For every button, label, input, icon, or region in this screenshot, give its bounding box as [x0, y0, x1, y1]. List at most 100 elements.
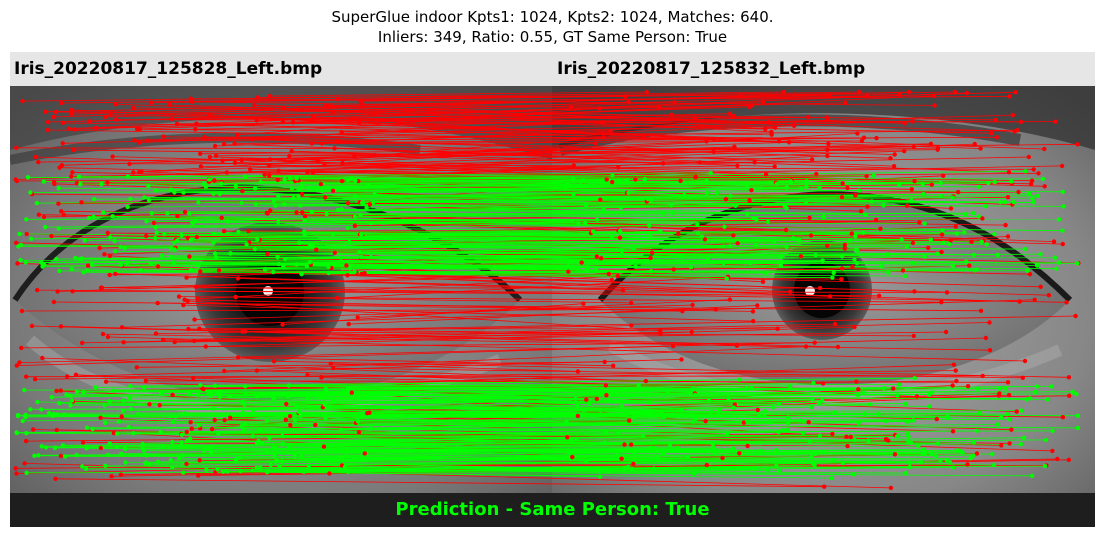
keypoint — [339, 207, 344, 212]
keypoint — [851, 472, 857, 477]
keypoint — [1023, 169, 1028, 174]
keypoint — [25, 175, 31, 180]
keypoint — [320, 188, 325, 194]
keypoint — [144, 219, 149, 224]
keypoint — [648, 255, 653, 261]
keypoint — [252, 186, 258, 191]
keypoint — [667, 443, 673, 448]
keypoint — [704, 190, 710, 195]
keypoint — [225, 219, 231, 224]
match-line — [183, 304, 754, 322]
keypoint — [193, 284, 199, 290]
keypoint — [791, 235, 796, 241]
keypoint — [273, 446, 279, 451]
keypoint — [1016, 189, 1021, 195]
keypoint — [891, 386, 896, 391]
keypoint — [910, 240, 916, 246]
keypoint — [32, 377, 38, 382]
keypoint — [187, 254, 192, 259]
keypoint — [211, 240, 216, 245]
match-line — [343, 388, 978, 393]
match-line — [227, 221, 579, 224]
keypoint — [1075, 142, 1080, 147]
keypoint — [801, 430, 806, 435]
keypoint — [1040, 176, 1046, 182]
keypoint — [254, 465, 259, 470]
keypoint — [131, 105, 136, 111]
keypoint — [193, 127, 198, 132]
keypoint — [1005, 195, 1011, 200]
keypoint — [604, 177, 609, 182]
keypoint — [929, 182, 934, 187]
keypoint — [647, 400, 652, 405]
keypoint — [609, 277, 614, 283]
keypoint — [54, 427, 59, 433]
keypoint — [18, 257, 23, 263]
keypoint — [1025, 268, 1030, 273]
keypoint — [832, 321, 838, 327]
keypoint — [161, 134, 166, 139]
keypoint — [68, 403, 73, 408]
keypoint — [911, 144, 917, 149]
keypoint — [964, 259, 969, 264]
match-line — [155, 325, 632, 334]
keypoint — [222, 417, 227, 423]
keypoint — [153, 225, 158, 230]
keypoint — [883, 418, 889, 424]
keypoint — [657, 330, 663, 336]
match-line — [285, 256, 782, 260]
keypoint — [304, 263, 310, 269]
keypoint — [69, 174, 74, 179]
keypoint — [1033, 389, 1038, 395]
keypoint — [661, 414, 667, 419]
keypoint — [829, 475, 834, 481]
keypoint — [353, 193, 358, 199]
keypoint — [212, 417, 217, 423]
keypoint — [962, 230, 967, 235]
keypoint — [629, 300, 634, 306]
keypoint — [608, 129, 613, 134]
keypoint — [754, 217, 759, 222]
keypoint — [749, 188, 754, 193]
match-line — [313, 187, 1063, 193]
keypoint — [309, 209, 314, 215]
match-line — [84, 240, 908, 248]
keypoint — [856, 387, 861, 392]
keypoint — [769, 129, 774, 135]
match-line — [347, 202, 868, 208]
keypoint — [1035, 263, 1040, 268]
keypoint — [1004, 412, 1010, 417]
keypoint — [621, 412, 627, 418]
keypoint — [197, 326, 202, 331]
keypoint — [169, 187, 174, 192]
keypoint — [631, 414, 637, 420]
keypoint — [345, 201, 351, 206]
keypoint — [76, 174, 82, 179]
keypoint — [670, 210, 675, 216]
keypoint — [1060, 415, 1066, 420]
keypoint — [15, 412, 21, 418]
match-line — [175, 407, 734, 417]
keypoint — [904, 203, 910, 208]
keypoint — [57, 268, 62, 274]
keypoint — [291, 120, 296, 125]
keypoint — [1038, 252, 1043, 257]
keypoint — [271, 198, 277, 203]
keypoint — [267, 435, 272, 441]
keypoint — [886, 270, 891, 275]
keypoint — [1007, 441, 1012, 446]
keypoint — [217, 191, 222, 197]
keypoint — [258, 465, 263, 470]
keypoint — [963, 212, 968, 217]
keypoint — [58, 324, 64, 329]
keypoint — [171, 419, 176, 425]
prediction-bar — [10, 493, 1095, 527]
keypoint — [146, 197, 152, 203]
keypoint — [665, 389, 671, 394]
keypoint — [24, 470, 29, 475]
keypoint — [281, 263, 286, 269]
match-line — [325, 387, 752, 390]
keypoint — [56, 201, 61, 206]
keypoint — [810, 397, 815, 402]
keypoint — [322, 162, 327, 168]
